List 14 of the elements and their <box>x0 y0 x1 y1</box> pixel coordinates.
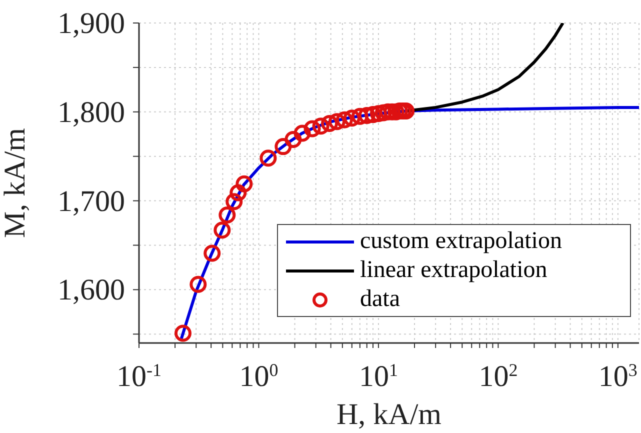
x-tick-label: 10$^{1}$ <box>358 360 398 393</box>
y-tick-label: 1,700 <box>58 184 125 218</box>
x-tick-label: 10$^{-1}$ <box>116 360 162 393</box>
y-tick-label: 1,800 <box>58 96 125 129</box>
x-tick-label: 10$^{0}$ <box>239 360 278 393</box>
x-tick-label: 10$^{3}$ <box>598 360 638 393</box>
y-tick-label: 1,900 <box>58 7 125 40</box>
y-tick-label: 1,600 <box>58 274 125 307</box>
legend-label: linear extrapolation <box>360 256 548 285</box>
legend-label: data <box>360 285 400 314</box>
x-axis-title: H, kA/m <box>336 398 442 431</box>
x-tick-label: 10$^{2}$ <box>478 360 518 393</box>
y-axis-title: M, kA/m <box>0 128 32 238</box>
legend-label: custom extrapolation <box>360 227 562 256</box>
